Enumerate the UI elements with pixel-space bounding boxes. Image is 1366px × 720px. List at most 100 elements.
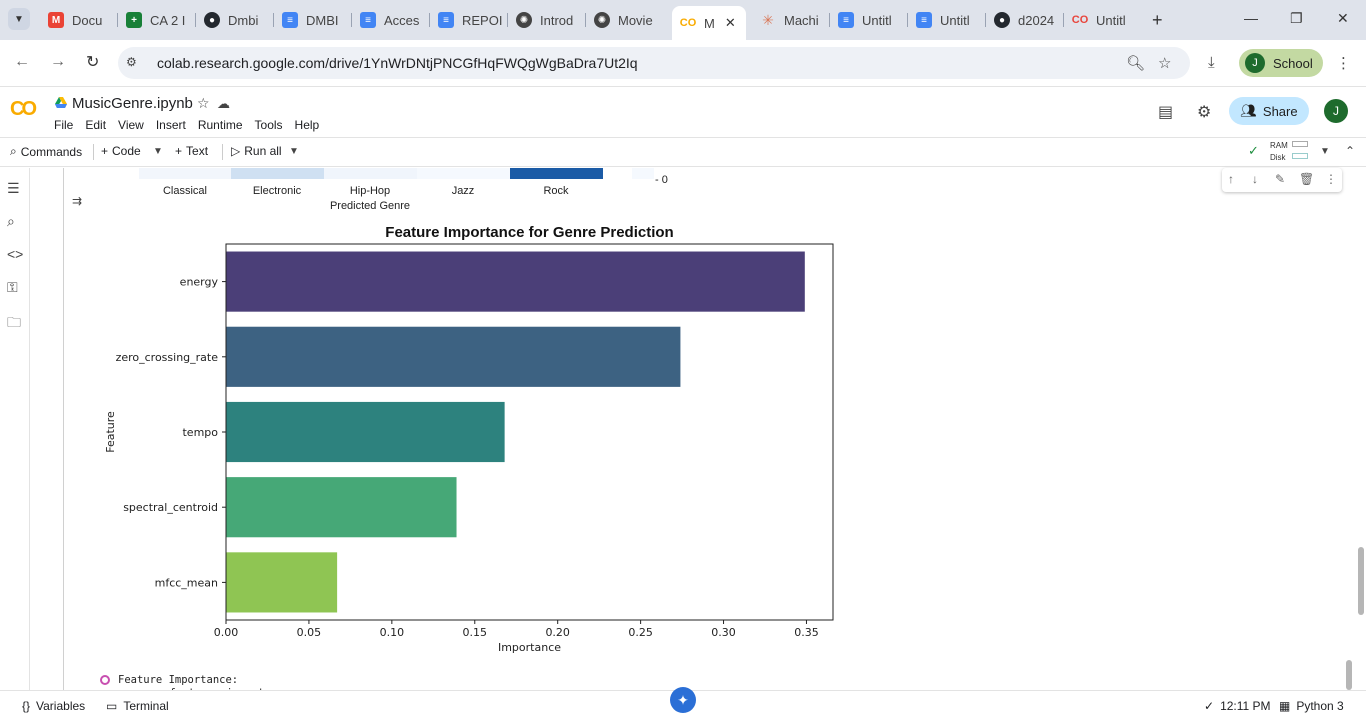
move-cell-down-icon[interactable]: ↓ <box>1252 172 1258 186</box>
docs-icon: ≡ <box>838 12 854 28</box>
menu-insert[interactable]: Insert <box>155 118 186 132</box>
add-text-button[interactable]: + Text <box>175 144 208 158</box>
browser-menu-icon[interactable]: ⋮ <box>1336 55 1351 72</box>
scrollbar-track[interactable] <box>1356 168 1366 690</box>
variables-button[interactable]: {} Variables <box>22 699 85 713</box>
browser-tab[interactable]: ≡ Acces <box>352 6 430 34</box>
share-label: Share <box>1262 103 1298 119</box>
x-tick-label: 0.10 <box>380 626 405 639</box>
add-code-button[interactable]: + Code <box>101 144 141 158</box>
heatmap-tick-label: Rock <box>543 185 569 197</box>
menu-file[interactable]: File <box>54 118 74 132</box>
gemini-sparkle-icon[interactable]: ✦ <box>670 687 696 713</box>
collapse-header-icon[interactable]: ⌃ <box>1345 144 1356 158</box>
cell-toolbar <box>1222 168 1342 192</box>
bookmark-star-icon[interactable]: ☆ <box>1158 55 1172 72</box>
browser-tab[interactable]: ● Dmbi <box>196 6 274 34</box>
commands-button[interactable]: ⌕ Commands <box>10 144 82 159</box>
download-icon[interactable]: ⤓ <box>1208 54 1215 71</box>
docs-icon: ≡ <box>282 12 298 28</box>
heatmap-cell <box>417 168 510 179</box>
chart-bar <box>226 326 681 387</box>
browser-tab[interactable]: ≡ Untitl <box>908 6 986 34</box>
resource-labels[interactable]: RAM Disk <box>1270 140 1288 164</box>
comments-icon[interactable]: ▤ <box>1158 104 1174 121</box>
url-text[interactable]: colab.research.google.com/drive/1YnWrDNt… <box>157 55 638 71</box>
browser-tab[interactable]: ≡ Untitl <box>830 6 908 34</box>
browser-tab-active[interactable]: CO M ✕ <box>672 6 746 40</box>
heatmap-tick-label: Jazz <box>451 185 475 197</box>
x-tick-label: 0.25 <box>628 626 653 639</box>
restore-icon[interactable]: ❐ <box>1290 10 1303 26</box>
cloud-sync-icon[interactable]: ☁ <box>217 96 230 111</box>
google-drive-icon <box>55 97 67 108</box>
close-tab-icon[interactable]: ✕ <box>724 15 736 30</box>
menu-tools[interactable]: Tools <box>254 118 283 132</box>
browser-tab[interactable]: ✳ Machi <box>752 6 830 34</box>
close-window-icon[interactable]: ✕ <box>1337 10 1349 26</box>
runtime-type[interactable]: ▦ Python 3 <box>1279 699 1344 713</box>
text-label: Text <box>186 144 209 158</box>
cell-more-icon[interactable]: ⋮ <box>1325 172 1337 186</box>
browser-tab[interactable]: ● d2024 <box>986 6 1064 34</box>
profile-button[interactable]: J School <box>1239 49 1323 77</box>
code-dropdown-icon[interactable]: ▼ <box>153 146 163 157</box>
scrollbar-thumb[interactable] <box>1358 547 1364 615</box>
user-avatar[interactable]: J <box>1324 99 1348 123</box>
tab-label: Movie <box>618 12 653 28</box>
browser-tab[interactable]: + CA 2 I <box>118 6 196 34</box>
browser-tab[interactable]: ✺ Introd <box>508 6 586 34</box>
omnibox[interactable] <box>118 47 1190 79</box>
site-settings-icon[interactable]: ⚙ <box>126 55 137 69</box>
browser-tab[interactable]: ≡ DMBI <box>274 6 352 34</box>
heatmap-tick-label: Classical <box>162 185 207 197</box>
files-folder-icon[interactable]: 🗀 <box>7 314 21 330</box>
disk-usage-bar[interactable] <box>1292 153 1308 159</box>
github-icon: ● <box>994 12 1010 28</box>
execution-status[interactable]: ✓ 12:11 PM <box>1204 699 1271 713</box>
run-all-button[interactable]: ▷ Run all <box>231 144 282 158</box>
find-replace-icon[interactable]: ⌕ <box>7 213 15 229</box>
browser-tab[interactable]: M Docu <box>40 6 118 34</box>
new-tab-icon[interactable]: + <box>1152 10 1163 30</box>
menu-view[interactable]: View <box>118 118 144 132</box>
secrets-key-icon[interactable]: ⚿ <box>7 279 18 295</box>
browser-tab[interactable]: ✺ Movie <box>586 6 672 34</box>
ram-label: RAM <box>1270 141 1288 150</box>
terminal-button[interactable]: ▭ Terminal <box>106 699 169 713</box>
profile-name: School <box>1273 55 1313 71</box>
edit-cell-icon[interactable]: ✎ <box>1275 172 1286 186</box>
reload-icon[interactable]: ↻ <box>86 54 100 71</box>
colab-logo[interactable]: CO <box>10 98 37 120</box>
notebook-title[interactable]: MusicGenre.ipynb <box>72 95 193 112</box>
back-icon[interactable]: ← <box>14 53 30 70</box>
zoom-icon[interactable]: 🔍︎ <box>1126 55 1146 72</box>
variables-label: Variables <box>36 699 86 713</box>
star-icon[interactable]: ☆ <box>197 95 210 111</box>
y-tick-label: spectral_centroid <box>123 501 218 514</box>
browser-tab[interactable]: ≡ REPOI <box>430 6 508 34</box>
claude-icon: ✳ <box>762 11 774 28</box>
plus-icon: + <box>101 144 109 158</box>
connected-check-icon[interactable]: ✓ <box>1248 143 1259 158</box>
output-scrollbar-thumb[interactable] <box>1346 660 1352 690</box>
browser-tab[interactable]: CO Untitl <box>1064 6 1144 34</box>
tab-search-chevron-icon[interactable]: ▼ <box>8 8 30 30</box>
ram-usage-bar[interactable] <box>1292 141 1308 147</box>
minimize-icon[interactable]: — <box>1244 10 1258 26</box>
share-button[interactable]: 👥︎ Share <box>1229 97 1309 125</box>
github-icon: ● <box>204 12 220 28</box>
output-actions-icon[interactable]: ⇉ <box>72 194 83 208</box>
move-cell-up-icon[interactable]: ↑ <box>1228 172 1234 186</box>
delete-cell-icon[interactable]: 🗑︎ <box>1299 172 1315 186</box>
settings-gear-icon[interactable]: ⚙ <box>1197 104 1212 121</box>
menu-runtime[interactable]: Runtime <box>197 118 243 132</box>
run-all-dropdown-icon[interactable]: ▼ <box>289 146 299 157</box>
resources-dropdown-icon[interactable]: ▼ <box>1320 146 1330 157</box>
forward-icon[interactable]: → <box>50 53 66 70</box>
menu-edit[interactable]: Edit <box>85 118 107 132</box>
table-of-contents-icon[interactable]: ☰ <box>7 180 20 196</box>
menu-help[interactable]: Help <box>294 118 320 132</box>
code-snippets-icon[interactable]: <> <box>7 246 24 262</box>
y-tick-label: mfcc_mean <box>155 576 218 589</box>
